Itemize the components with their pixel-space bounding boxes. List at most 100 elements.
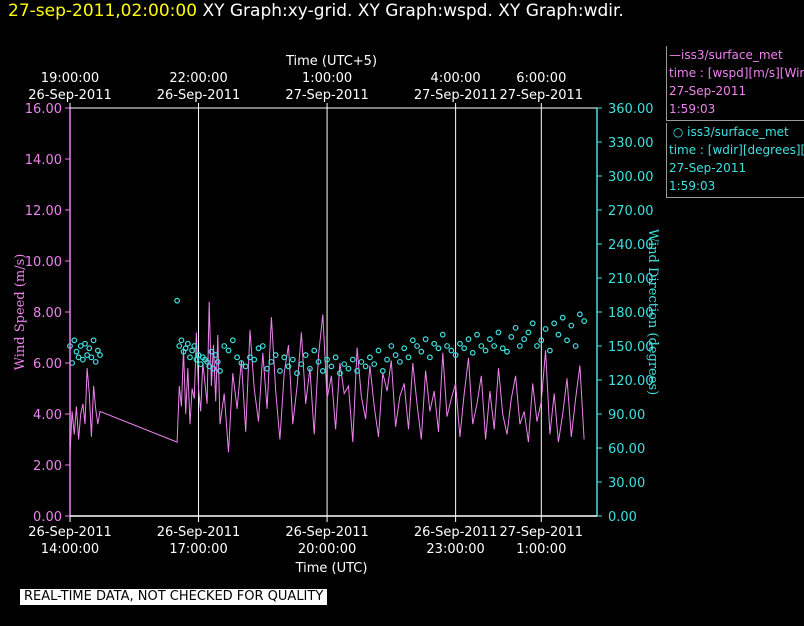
wind-direction-point xyxy=(225,347,232,354)
wind-direction-point xyxy=(307,365,313,372)
wind-direction-point xyxy=(371,361,378,368)
y-left-tick-label: 12.00 xyxy=(25,204,62,219)
wind-direction-point xyxy=(358,358,365,365)
y-left-tick-label: 16.00 xyxy=(25,102,62,117)
wind-direction-point xyxy=(332,354,339,361)
wind-direction-point xyxy=(214,358,221,365)
wind-direction-point xyxy=(512,324,519,331)
x-top-tick-time: 6:00:00 xyxy=(516,71,566,86)
legend-circle-icon: ○ xyxy=(669,125,688,139)
wind-direction-point xyxy=(315,358,322,365)
wind-direction-point xyxy=(176,343,183,349)
grid-lines xyxy=(198,108,542,516)
wind-direction-point xyxy=(234,354,240,361)
wind-direction-point xyxy=(367,354,373,361)
wind-direction-point xyxy=(79,356,86,363)
wind-direction-point xyxy=(491,343,498,349)
wind-direction-point xyxy=(268,358,275,365)
wind-direction-point xyxy=(289,356,296,363)
wind-direction-point xyxy=(555,331,562,338)
wind-direction-point xyxy=(354,368,360,374)
wind-direction-point xyxy=(328,363,335,370)
wind-direction-point xyxy=(525,329,532,336)
wind-direction-point xyxy=(90,337,97,344)
header-date: 27-sep-2011,02:00:00 xyxy=(8,1,198,21)
x-bottom-tick-time: 1:00:00 xyxy=(516,542,566,557)
y-right-tick-label: 240.00 xyxy=(608,238,654,253)
wind-speed-line xyxy=(69,301,585,455)
y-right-tick-label: 120.00 xyxy=(608,374,654,389)
wind-direction-point xyxy=(324,356,330,363)
x-bottom-tick-date: 26-Sep-2011 xyxy=(285,525,369,540)
wind-direction-point xyxy=(94,347,101,354)
legend-wspd-time: 1:59:03 xyxy=(669,102,716,116)
wind-direction-point xyxy=(384,356,390,363)
wind-direction-point xyxy=(277,368,283,374)
wind-direction-point xyxy=(302,352,309,358)
legend-wspd-source: —iss3/surface_met xyxy=(669,48,783,62)
y-left-tick-label: 6.00 xyxy=(33,357,62,372)
wind-direction-point xyxy=(427,354,433,361)
x-top-tick-time: 4:00:00 xyxy=(431,71,481,86)
y-left-tick-label: 2.00 xyxy=(33,459,62,474)
wind-direction-point xyxy=(508,334,515,340)
wind-direction-point xyxy=(435,345,442,352)
wind-direction-point xyxy=(495,329,502,336)
wind-direction-point xyxy=(298,361,305,368)
wind-direction-point xyxy=(504,348,510,355)
series-layer xyxy=(67,297,588,455)
wind-direction-point xyxy=(478,343,485,349)
wind-direction-point xyxy=(247,354,253,361)
wind-direction-point xyxy=(564,337,570,344)
wind-direction-point xyxy=(182,345,189,352)
y-right-label: Wind Direction (degrees) xyxy=(645,229,660,395)
axes: 0.00 2.00 4.00 6.00 8.00 10.00 12.00 14.00 16.00… xyxy=(13,54,660,576)
wind-direction-point xyxy=(212,352,219,358)
wind-direction-point xyxy=(189,347,196,354)
wind-direction-point xyxy=(311,347,318,354)
legend-wspd-date: 27-Sep-2011 xyxy=(669,84,747,98)
x-bottom-tick-time: 20:00:00 xyxy=(298,542,356,557)
wind-direction-point xyxy=(414,343,420,349)
y-left-tick-label: 10.00 xyxy=(25,255,62,270)
wind-direction-point xyxy=(572,343,579,349)
wind-direction-point xyxy=(392,352,399,358)
x-bottom-tick-date: 26-Sep-2011 xyxy=(414,525,498,540)
y-right-tick-label: 60.00 xyxy=(608,442,645,457)
wind-direction-point xyxy=(204,358,211,365)
wind-direction-point xyxy=(499,345,506,352)
wind-direction-point xyxy=(551,320,558,327)
wind-direction-point xyxy=(272,352,279,358)
x-bottom-tick-date: 26-Sep-2011 xyxy=(28,525,112,540)
x-top-tick-date: 26-Sep-2011 xyxy=(28,88,112,103)
y-left-tick-label: 4.00 xyxy=(33,408,62,423)
wind-direction-point xyxy=(397,358,403,365)
wind-direction-point xyxy=(208,348,215,355)
y-left-label: Wind Speed (m/s) xyxy=(13,254,28,371)
x-top-tick-date: 27-Sep-2011 xyxy=(414,88,498,103)
wind-direction-point xyxy=(409,337,416,344)
x-top-title: Time (UTC+5) xyxy=(285,54,377,69)
y-right-tick-label: 360.00 xyxy=(608,102,654,117)
x-top-tick-date: 27-Sep-2011 xyxy=(500,88,584,103)
y-left-tick-label: 14.00 xyxy=(25,153,62,168)
x-top-tick-date: 26-Sep-2011 xyxy=(157,88,241,103)
wind-direction-point xyxy=(77,343,84,349)
wind-direction-point xyxy=(242,363,249,370)
wind-direction-point xyxy=(259,343,266,349)
wind-direction-point xyxy=(281,354,288,361)
header-titles: XY Graph:xy-grid. XY Graph:wspd. XY Grap… xyxy=(202,1,624,21)
legend-wdir-date: 27-Sep-2011 xyxy=(669,161,747,175)
wind-direction-point xyxy=(516,343,523,349)
x-bottom-title: Time (UTC) xyxy=(295,561,368,576)
x-bottom-tick-time: 23:00:00 xyxy=(426,542,484,557)
wind-direction-point xyxy=(439,331,446,338)
wind-direction-point xyxy=(210,365,217,372)
y-right-tick-label: 30.00 xyxy=(608,476,645,491)
wind-direction-point xyxy=(84,352,91,358)
wind-direction-point xyxy=(82,340,88,347)
wind-direction-point xyxy=(187,354,193,361)
wind-direction-point xyxy=(542,326,549,332)
wind-direction-point xyxy=(431,340,438,347)
x-bottom-tick-date: 27-Sep-2011 xyxy=(500,525,584,540)
